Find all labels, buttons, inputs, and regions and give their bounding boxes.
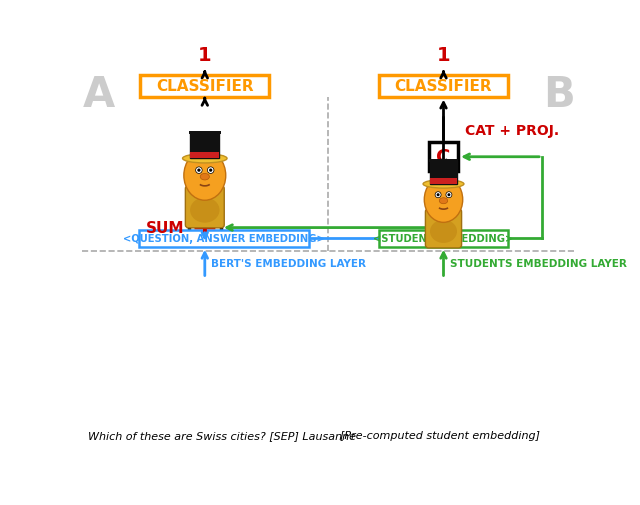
Bar	[189, 132, 221, 135]
Text: <QUESTION, ANSWER EMBEDDING>: <QUESTION, ANSWER EMBEDDING>	[123, 234, 325, 244]
Ellipse shape	[424, 177, 463, 223]
Bar	[191, 153, 219, 159]
Ellipse shape	[423, 180, 464, 189]
Text: CAT + PROJ.: CAT + PROJ.	[465, 124, 559, 137]
Bar	[429, 160, 458, 163]
Ellipse shape	[435, 192, 441, 198]
Bar	[140, 230, 308, 247]
Bar	[140, 76, 269, 97]
Text: [Pre-computed student embedding]: [Pre-computed student embedding]	[340, 430, 540, 440]
FancyBboxPatch shape	[426, 210, 461, 248]
Ellipse shape	[207, 168, 214, 174]
Ellipse shape	[200, 174, 209, 181]
Text: C: C	[436, 148, 451, 167]
Ellipse shape	[209, 169, 212, 172]
Text: SUM: SUM	[145, 221, 184, 236]
Bar	[379, 230, 508, 247]
Text: CLASSIFIER: CLASSIFIER	[395, 79, 492, 94]
Text: A: A	[83, 73, 115, 115]
Ellipse shape	[196, 168, 202, 174]
Bar	[429, 143, 458, 172]
Text: 1: 1	[198, 45, 212, 65]
FancyBboxPatch shape	[186, 186, 224, 228]
Bar	[379, 76, 508, 97]
Text: +: +	[191, 212, 219, 244]
Ellipse shape	[190, 198, 220, 223]
Text: <STUDENT EMBEDDING>: <STUDENT EMBEDDING>	[373, 234, 514, 244]
Bar	[430, 161, 457, 184]
Ellipse shape	[436, 194, 440, 197]
Text: BERT'S EMBEDDING LAYER: BERT'S EMBEDDING LAYER	[211, 258, 366, 268]
Text: STUDENTS EMBEDDING LAYER: STUDENTS EMBEDDING LAYER	[450, 258, 627, 268]
Ellipse shape	[199, 189, 211, 197]
Text: 1: 1	[436, 45, 451, 65]
Ellipse shape	[447, 194, 451, 197]
Ellipse shape	[439, 198, 448, 205]
Ellipse shape	[438, 212, 449, 219]
Bar	[189, 212, 221, 244]
Bar	[191, 133, 219, 159]
Ellipse shape	[182, 155, 227, 164]
Text: Which of these are Swiss cities? [SEP] Lausanne: Which of these are Swiss cities? [SEP] L…	[88, 430, 356, 440]
Ellipse shape	[430, 220, 457, 243]
Ellipse shape	[197, 169, 200, 172]
Text: CLASSIFIER: CLASSIFIER	[156, 79, 253, 94]
Ellipse shape	[184, 151, 226, 201]
Text: B: B	[543, 73, 575, 115]
Ellipse shape	[446, 192, 452, 198]
Bar	[430, 179, 457, 184]
